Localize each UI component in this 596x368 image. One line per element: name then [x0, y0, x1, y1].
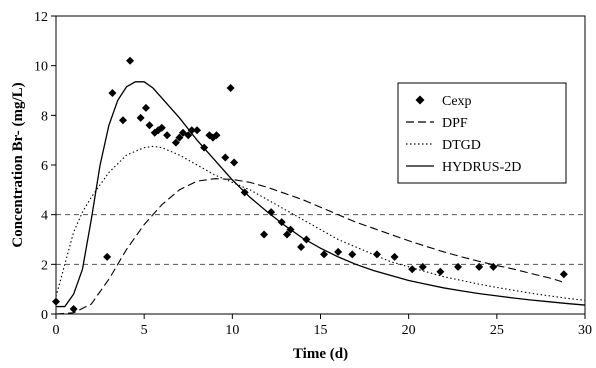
- legend-label-dtgd: DTGD: [442, 138, 481, 153]
- x-tick-label: 0: [53, 323, 60, 338]
- data-point: [184, 131, 193, 140]
- data-point: [141, 103, 150, 112]
- data-point: [175, 133, 184, 142]
- data-point: [171, 138, 180, 147]
- reference-lines: [56, 214, 585, 265]
- data-point: [108, 88, 117, 97]
- data-point: [297, 242, 306, 251]
- data-point: [226, 84, 235, 93]
- x-tick-label: 25: [490, 323, 504, 338]
- y-tick-label: 8: [41, 109, 48, 124]
- data-point: [230, 158, 239, 167]
- data-point: [348, 250, 357, 259]
- series-line-dpf: [55, 178, 563, 315]
- data-point: [277, 218, 286, 227]
- data-point: [454, 262, 463, 271]
- x-tick-label: 5: [141, 323, 148, 338]
- data-point: [145, 121, 154, 130]
- data-point: [286, 225, 295, 234]
- x-tick-label: 10: [225, 323, 239, 338]
- data-point: [126, 56, 135, 65]
- data-point: [408, 265, 417, 274]
- data-point: [475, 262, 484, 271]
- x-tick-label: 20: [402, 323, 416, 338]
- data-point: [418, 262, 427, 271]
- data-point: [187, 126, 196, 135]
- y-tick-label: 6: [41, 159, 48, 174]
- data-point: [119, 116, 128, 125]
- data-point: [69, 305, 78, 314]
- legend: Cexp DPF DTGD HYDRUS-2D: [397, 82, 567, 184]
- data-point: [157, 123, 166, 132]
- legend-marker-cexp: [415, 95, 425, 105]
- data-point: [390, 252, 399, 261]
- y-tick-label: 2: [41, 258, 48, 273]
- y-tick-label: 10: [34, 60, 48, 75]
- tick-labels: 0 5 10 15 20 25 30 0 2 4 6 8 10 12: [34, 10, 592, 338]
- x-tick-label: 30: [578, 323, 592, 338]
- data-point: [163, 131, 172, 140]
- y-axis-title: Concentration Br- (mg/L): [10, 82, 26, 247]
- x-tick-label: 15: [314, 323, 328, 338]
- data-point: [260, 230, 269, 239]
- data-point: [200, 143, 209, 152]
- data-point: [489, 262, 498, 271]
- data-point: [103, 252, 112, 261]
- data-point: [320, 250, 329, 259]
- y-tick-label: 0: [41, 308, 48, 323]
- data-point: [136, 113, 145, 122]
- data-point: [436, 267, 445, 276]
- legend-label-hydrus-2d: HYDRUS-2D: [442, 160, 521, 175]
- data-point: [302, 235, 311, 244]
- data-point: [559, 270, 568, 279]
- data-point: [221, 153, 230, 162]
- series-line-dtgd: [55, 145, 586, 301]
- data-point: [267, 208, 276, 217]
- y-tick-label: 12: [34, 10, 48, 25]
- data-point: [372, 250, 381, 259]
- y-tick-label: 4: [41, 209, 48, 224]
- legend-label-dpf: DPF: [442, 116, 468, 131]
- data-point: [334, 247, 343, 256]
- data-point: [240, 188, 249, 197]
- x-axis-title: Time (d): [293, 346, 348, 362]
- data-point: [282, 230, 291, 239]
- legend-label-cexp: Cexp: [442, 94, 472, 109]
- measured-points: [52, 56, 568, 314]
- data-point: [212, 131, 221, 140]
- data-point: [193, 126, 202, 135]
